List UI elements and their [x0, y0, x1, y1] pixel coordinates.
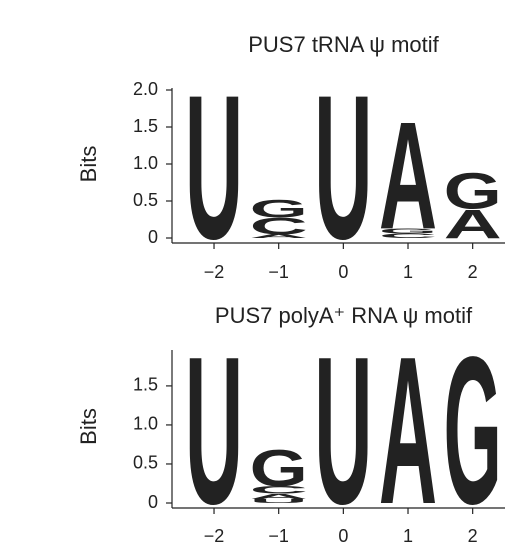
x-tick-label: −1 — [268, 262, 289, 282]
logo-letter: G — [250, 195, 308, 222]
y-tick-label: 0 — [148, 227, 158, 247]
chart-title: PUS7 tRNA ψ motif — [248, 32, 439, 57]
y-tick-label: 0.5 — [133, 453, 158, 473]
logo-letter: U — [185, 54, 243, 283]
x-tick-label: −2 — [204, 526, 225, 546]
y-tick-label: 0 — [148, 492, 158, 512]
logo-letter: A — [444, 201, 502, 247]
y-tick-label: 1.0 — [133, 153, 158, 173]
logo-letter: U — [250, 498, 308, 504]
y-tick-label: 0.5 — [133, 190, 158, 210]
logo-letter: U — [185, 313, 243, 548]
logo-letter: A — [379, 91, 437, 262]
y-axis-label: Bits — [76, 146, 101, 183]
y-tick-label: 1.0 — [133, 414, 158, 434]
y-axis-label: Bits — [76, 408, 101, 445]
x-tick-label: 0 — [338, 262, 348, 282]
y-tick-label: 2.0 — [133, 79, 158, 99]
logo-letter: C — [379, 233, 437, 240]
y-tick-label: 1.5 — [133, 116, 158, 136]
x-tick-label: 0 — [338, 526, 348, 546]
x-tick-label: 1 — [403, 262, 413, 282]
logo-letter: A — [250, 492, 308, 500]
x-tick-label: 2 — [468, 526, 478, 546]
logo-letter: G — [444, 162, 502, 220]
logo-letter: A — [250, 233, 308, 239]
x-tick-label: 1 — [403, 526, 413, 546]
logo-letter: G — [250, 439, 308, 497]
y-tick-label: 1.5 — [133, 375, 158, 395]
logo-letter: C — [250, 484, 308, 496]
logo-letter: G — [379, 227, 437, 235]
logo-letter: A — [379, 313, 437, 548]
chart-title: PUS7 polyA⁺ RNA ψ motif — [215, 303, 473, 328]
logo-letter: U — [314, 313, 372, 548]
logo-letter: G — [444, 313, 502, 548]
x-tick-label: −1 — [268, 526, 289, 546]
logo-letter: U — [314, 54, 372, 283]
x-tick-label: 2 — [468, 262, 478, 282]
x-tick-label: −2 — [204, 262, 225, 282]
logo-letter: C — [250, 213, 308, 239]
